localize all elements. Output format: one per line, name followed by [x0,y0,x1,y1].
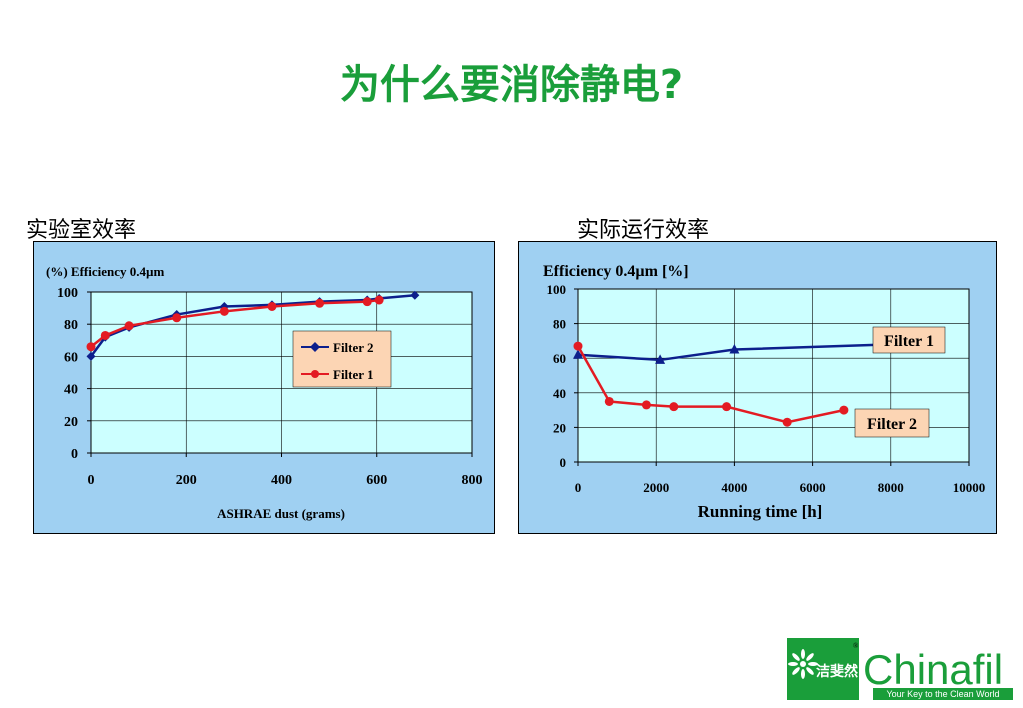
data-point-filter-2 [839,405,849,415]
data-point-filter-2 [573,341,583,351]
logo-chinese-name: 洁斐然 [816,663,858,680]
data-point-filter-1 [267,301,277,311]
data-point-filter-1 [362,297,372,307]
y-tick-label: 60 [64,350,78,365]
y-tick-label: 80 [64,318,78,333]
chart-title: Efficiency 0.4µm [%] [543,263,689,280]
data-point-filter-1 [573,349,583,359]
data-point-filter-1 [655,354,666,364]
filter2-callout-box [854,408,930,438]
x-tick-label: 400 [271,473,292,488]
data-point-filter-2 [669,402,679,412]
x-tick-label: 0 [88,473,95,488]
legend-filter2-label: Filter 2 [333,340,374,355]
logo-tagline: Your Key to the Clean World [886,689,999,699]
data-point-filter-1 [315,298,325,308]
filter1-callout-box [872,326,946,354]
x-tick-label: 8000 [878,480,904,495]
y-tick-label: 60 [553,351,566,366]
data-point-filter-1 [172,313,182,323]
data-point-filter-2 [410,290,420,300]
tagline-bar [873,688,1013,700]
x-axis-label: ASHRAE dust (grams) [217,506,345,521]
data-point-filter-2 [86,351,96,361]
series-line-filter-2 [89,293,415,358]
x-tick-label: 2000 [643,480,669,495]
x-tick-label: 10000 [953,480,986,495]
x-tick-label: 600 [366,473,387,488]
filter1-callout-label: Filter 1 [884,333,934,350]
data-point-filter-1 [124,321,134,331]
y-tick-label: 40 [64,383,78,398]
y-tick-label: 40 [553,386,566,401]
data-point-filter-2 [641,400,651,410]
data-point-filter-2 [604,396,614,406]
y-tick-label: 0 [71,447,78,462]
registered-mark: ® [853,642,859,650]
y-tick-label: 20 [553,420,566,435]
filter2-callout-label: Filter 2 [867,416,917,433]
y-tick-label: 100 [57,286,78,301]
data-point-filter-1 [86,342,96,352]
legend-box [292,330,392,388]
x-tick-label: 4000 [721,480,747,495]
series-line-filter-1 [577,343,891,362]
x-tick-label: 800 [462,473,483,488]
data-point-filter-1 [374,295,384,305]
chart-title: (%) Efficiency 0.4µm [46,264,164,279]
data-point-filter-2 [722,402,732,412]
legend-filter1-label: Filter 1 [333,367,374,382]
chinafil-logo: 洁斐然 ® Chinafil Your Key to the Clean Wor… [787,638,1013,700]
lab-efficiency-chart: (%) Efficiency 0.4µm 0 20 40 60 80 100 0 200 40… [33,241,495,534]
legend-filter1-marker [311,370,319,378]
flower-icon [788,649,818,679]
slide-title: 为什么要消除静电? [339,62,684,108]
x-tick-label: 0 [575,480,582,495]
field-efficiency-caption: 实际运行效率 [577,218,710,243]
data-point-filter-1 [729,344,740,354]
x-tick-label: 200 [176,473,197,488]
x-tick-label: 6000 [800,480,826,495]
data-point-filter-1 [219,306,229,316]
y-tick-label: 0 [560,455,567,470]
logo-brand-name: Chinafil [863,646,1003,693]
legend-filter2-marker [310,342,320,352]
data-point-filter-2 [782,417,792,427]
y-tick-label: 80 [553,317,566,332]
y-tick-label: 20 [64,415,78,430]
field-efficiency-chart: Efficiency 0.4µm [%] 0 20 40 60 80 100 0 2000 4… [518,241,997,534]
y-tick-label: 100 [547,282,567,297]
data-point-filter-1 [100,330,110,340]
x-axis-label: Running time [h] [698,502,823,521]
lab-efficiency-caption: 实验室效率 [26,218,137,243]
